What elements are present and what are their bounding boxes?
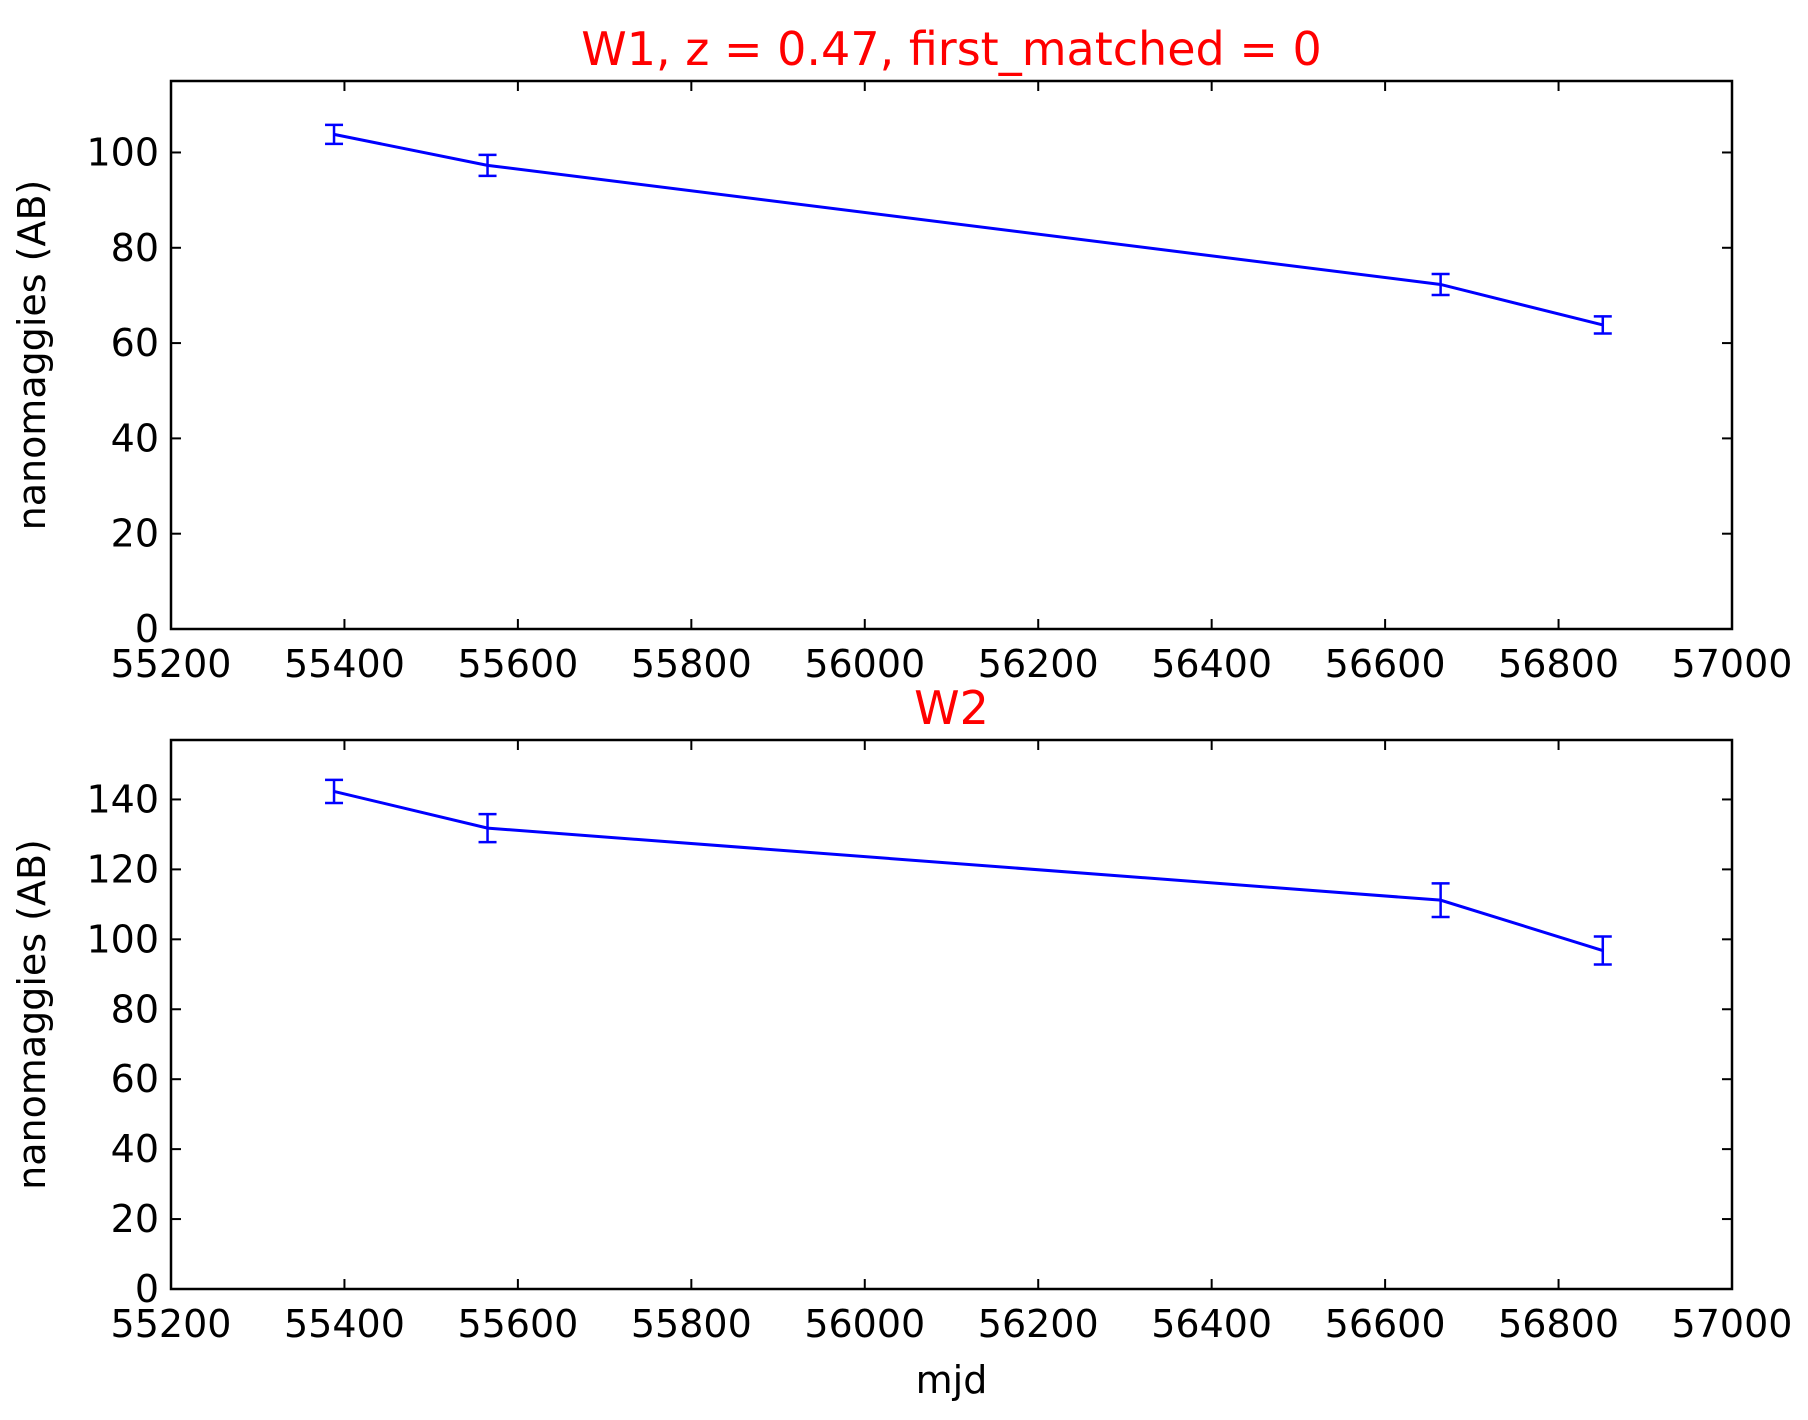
w1-panel: 55200 55400 55600 55800 56000 56200 56400 56600… xyxy=(10,22,1792,686)
w2-x-tick-label: 56800 xyxy=(1498,1302,1619,1346)
w2-x-tick-label: 55400 xyxy=(284,1302,405,1346)
w2-x-tick-label: 56200 xyxy=(978,1302,1099,1346)
w1-y-tick-label: 80 xyxy=(111,226,159,270)
w2-data-point xyxy=(1593,935,1612,966)
w2-x-tick-label: 56400 xyxy=(1151,1302,1272,1346)
w1-series-line xyxy=(333,132,1604,327)
w2-x-tick-label: 55200 xyxy=(111,1302,232,1346)
w2-y-axis-label: nanomaggies (AB) xyxy=(10,839,54,1190)
w1-x-tick-label: 55400 xyxy=(284,642,405,686)
w1-x-tick-label: 56200 xyxy=(978,642,1099,686)
w1-data-point xyxy=(1431,272,1450,297)
w2-x-tick-label: 55600 xyxy=(457,1302,578,1346)
w2-x-tick-label: 56000 xyxy=(804,1302,925,1346)
w2-axes-frame xyxy=(169,738,1734,1291)
w2-y-tick-label: 140 xyxy=(86,777,159,821)
w1-x-tick-label: 55600 xyxy=(457,642,578,686)
w1-y-tick-label: 20 xyxy=(111,512,159,556)
w2-y-tick-label: 80 xyxy=(111,987,159,1031)
w1-y-tick-label: 0 xyxy=(135,607,159,651)
w2-y-tick-label: 60 xyxy=(111,1057,159,1101)
w1-y-tick-label: 40 xyxy=(111,416,159,460)
w1-x-tick-label: 56800 xyxy=(1498,642,1619,686)
w1-data-point xyxy=(325,123,344,146)
w2-x-tick-label: 55800 xyxy=(631,1302,752,1346)
w1-y-axis-label: nanomaggies (AB) xyxy=(10,180,54,531)
w2-y-tick-label: 40 xyxy=(111,1127,159,1171)
w2-y-tick-label: 20 xyxy=(111,1197,159,1241)
w1-x-tick-label: 57000 xyxy=(1672,642,1793,686)
w2-panel: 55200 55400 55600 55800 56000 56200 56400 56600… xyxy=(10,681,1792,1402)
w1-axes-frame xyxy=(169,79,1734,631)
w2-data-point xyxy=(325,778,344,805)
w1-x-tick-label: 56000 xyxy=(804,642,925,686)
w1-x-tick-label: 55800 xyxy=(631,642,752,686)
w1-x-tick-label: 56400 xyxy=(1151,642,1272,686)
w2-y-tick-label: 100 xyxy=(86,917,159,961)
w1-y-tick-label: 100 xyxy=(86,130,159,174)
w2-y-tick-label: 0 xyxy=(135,1267,159,1311)
w2-y-tick-label: 120 xyxy=(86,847,159,891)
w1-x-tick-label: 56600 xyxy=(1325,642,1446,686)
w1-y-tick-label: 60 xyxy=(111,321,159,365)
w2-x-tick-label: 57000 xyxy=(1672,1302,1793,1346)
w2-data-point xyxy=(478,812,497,844)
w2-x-axis-label: mjd xyxy=(916,1358,988,1402)
w2-data-point xyxy=(1431,882,1450,919)
w1-x-tick-label: 55200 xyxy=(111,642,232,686)
w2-chart-title: W2 xyxy=(914,681,989,735)
w2-series-line xyxy=(333,789,1604,952)
w2-x-tick-label: 56600 xyxy=(1325,1302,1446,1346)
w1-chart-title: W1, z = 0.47, first_matched = 0 xyxy=(581,22,1322,76)
w1-data-point xyxy=(478,153,497,178)
w1-data-point xyxy=(1593,315,1612,335)
